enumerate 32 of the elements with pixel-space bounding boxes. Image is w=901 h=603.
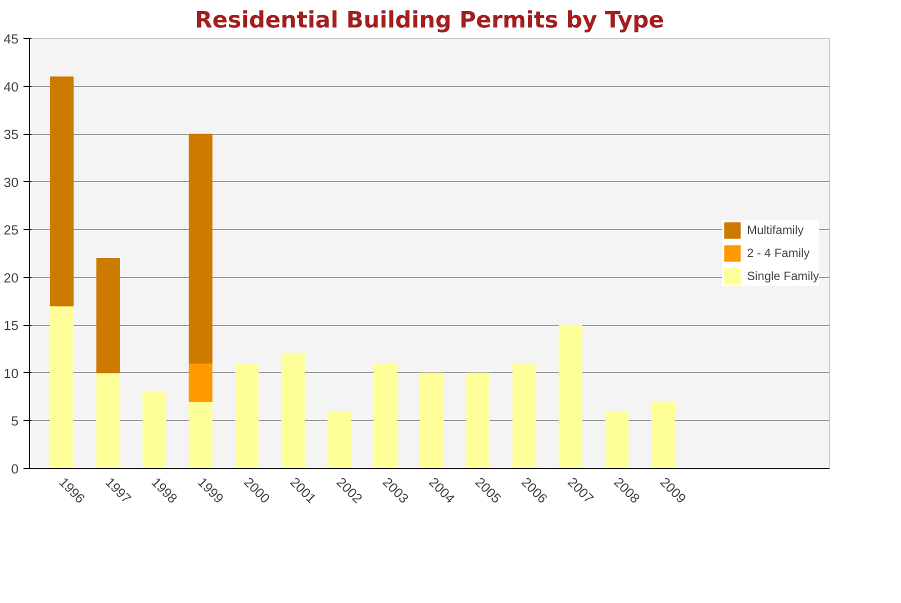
bar (50, 76, 74, 306)
bar (651, 401, 675, 468)
bar (235, 363, 259, 468)
bar (420, 372, 444, 468)
bar (50, 306, 74, 468)
legend-label: 2 - 4 Family (746, 246, 810, 260)
bar (512, 363, 536, 468)
bar (142, 392, 166, 468)
legend-label: Multifamily (746, 223, 804, 237)
bar (96, 372, 120, 468)
y-tick-label: 15 (4, 318, 19, 334)
y-tick-label: 45 (4, 32, 19, 46)
bar (96, 258, 120, 374)
y-tick-label: 5 (11, 414, 19, 429)
legend-label: Single Family (746, 269, 819, 283)
y-tick-label: 25 (4, 222, 19, 238)
bar (328, 410, 352, 468)
bar (604, 410, 629, 468)
y-tick-label: 10 (4, 366, 19, 381)
y-tick-label: 30 (4, 174, 19, 190)
bar (466, 372, 490, 468)
bar (374, 363, 398, 468)
y-tick-label: 35 (4, 127, 19, 142)
y-tick-label: 20 (4, 270, 19, 286)
bar (188, 363, 212, 402)
y-tick-label: 40 (4, 79, 19, 94)
bar (558, 324, 582, 468)
y-tick-label: 0 (11, 462, 19, 476)
chart-title: Residential Building Permits by Type (194, 8, 664, 34)
bar (188, 401, 212, 468)
bar (281, 354, 305, 468)
bar (188, 134, 212, 364)
